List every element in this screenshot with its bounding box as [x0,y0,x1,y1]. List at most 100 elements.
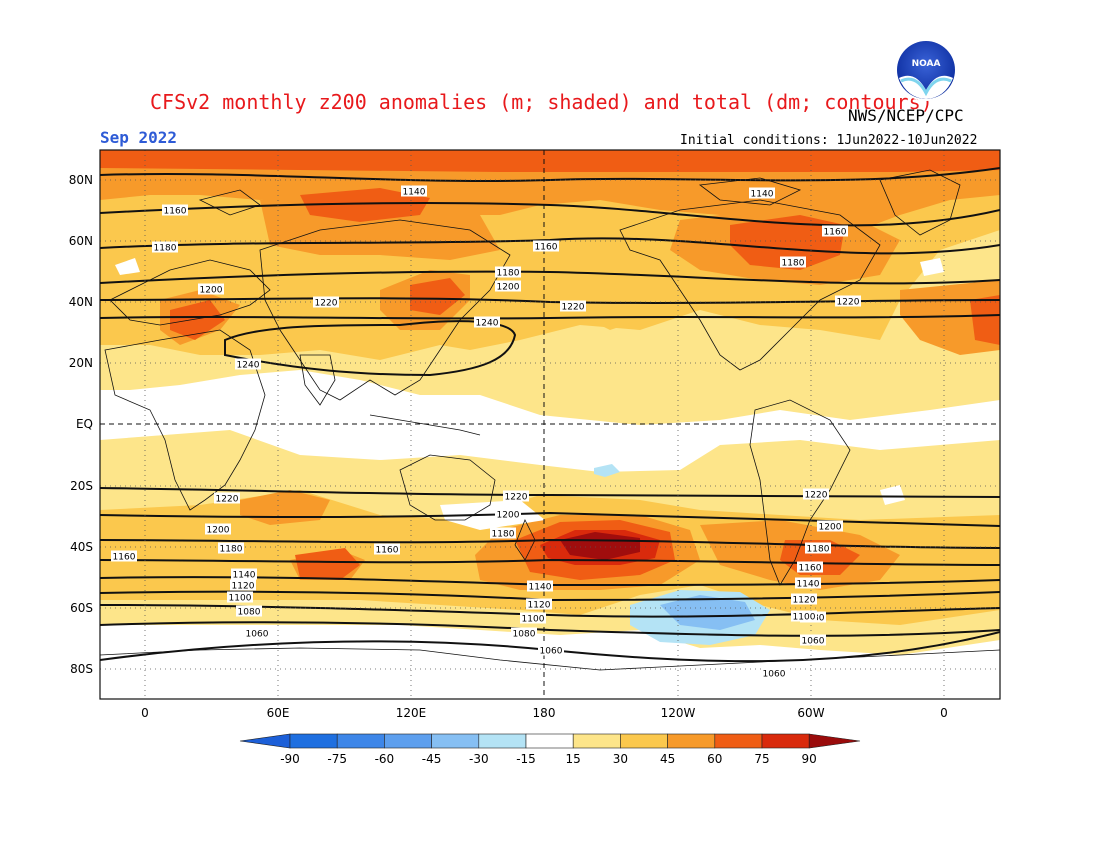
map-panel [100,150,1000,699]
lon-label: 120E [396,706,427,720]
contour-label: 1180 [497,269,520,279]
lat-label: 20S [70,479,93,493]
contour-label: 1140 [529,583,552,593]
contour-label-bg [205,523,231,535]
contour-label-bg [533,240,559,252]
logo-text: NOAA [912,59,941,69]
contour-label: 1160 [824,228,847,238]
colorbar-cap-low [239,733,291,749]
contour-label: 1220 [315,299,338,309]
contour-label-bg [780,256,806,268]
lat-label: 60N [69,234,93,248]
colorbar-swatch [572,733,621,749]
lon-label: 0 [940,706,948,720]
colorbar-swatch [761,733,810,749]
contour-label-bg [374,543,400,555]
contour-label: 1220 [505,493,528,503]
contour-label-bg [495,280,521,292]
contour-label-bg [313,296,339,308]
contour-label: 1220 [805,491,828,501]
contour-label-bg [214,492,240,504]
contour-label-bg [511,627,537,639]
contour-label-bg [538,644,564,656]
colorbar-swatch [384,733,432,749]
contour-label: 1060 [763,670,786,680]
contour-label: 1200 [819,523,842,533]
lon-label: 0 [141,706,149,720]
contour-label: 1200 [497,511,520,521]
colorbar-label: 75 [754,752,769,766]
lat-label: EQ [76,417,93,431]
contour-label: 1100 [793,613,816,623]
colorbar-label: -30 [469,752,489,766]
contour-label: 1140 [797,580,820,590]
contour-label: 1120 [528,601,551,611]
contour-label: 1180 [782,259,805,269]
contour-label: 1160 [376,546,399,556]
colorbar-label: 90 [802,752,817,766]
contour-label-bg [526,598,552,610]
colorbar-label: 15 [566,752,581,766]
month-label: Sep 2022 [100,128,177,147]
lat-label: 40S [70,540,93,554]
colorbar-label: -75 [327,752,347,766]
contour-label: 1100 [522,615,545,625]
contour-label-bg [803,488,829,500]
contour-labels: 1060106010601060108010801080110011001100… [111,185,861,680]
contour-label-bg [761,667,787,679]
latitude-labels: 80N 60N 40N 20N EQ 20S 40S 60S 80S [69,173,93,676]
lon-label: 60W [797,706,824,720]
contour-label: 1140 [403,188,426,198]
initial-conditions: Initial conditions: 1Jun2022-10Jun2022 [680,133,977,148]
contour-label-bg [495,508,521,520]
contour-label-bg [749,187,775,199]
contour-label-bg [111,550,137,562]
contour-label-bg [800,634,826,646]
agency-label: NWS/NCEP/CPC [848,106,964,125]
contour-label: 1160 [164,207,187,217]
contour-label-bg [231,568,257,580]
lat-label: 40N [69,295,93,309]
contour-label: 1120 [793,596,816,606]
contour-label-bg [835,295,861,307]
colorbar-label: -60 [375,752,395,766]
contour-label-bg [401,185,427,197]
colorbar-cap-high [808,733,861,749]
lat-label: 80S [70,662,93,676]
contour-label: 1120 [232,582,255,592]
contour-label: 1180 [807,545,830,555]
colorbar-swatch [431,733,480,749]
colorbar: -90 -75 -60 -45 -30 -15 15 30 45 60 75 90 [239,733,861,766]
longitude-labels: 0 60E 120E 180 120W 60W 0 [141,706,948,720]
contour-label-bg [822,225,848,237]
colorbar-label: -45 [422,752,442,766]
contour-label: 1240 [476,319,499,329]
contour-label-bg [817,520,843,532]
lat-label: 20N [69,356,93,370]
map-frame [99,149,1001,700]
contour-label: 1240 [237,361,260,371]
contour-label-bg [520,612,546,624]
contour-label: 1160 [113,553,136,563]
colorbar-label: -15 [516,752,536,766]
contour-label-bg [791,593,817,605]
contour-label: 1220 [216,495,239,505]
contour-label-bg [474,316,500,328]
noaa-logo: NOAA [895,39,957,101]
contour-label-bg [244,627,270,639]
contour-label: 1160 [535,243,558,253]
contour-label: 1180 [220,545,243,555]
contour-label: 1220 [837,298,860,308]
contour-label-bg [490,527,516,539]
contour-label-bg [495,266,521,278]
contour-label: 1060 [246,630,269,640]
contour-label: 1100 [229,594,252,604]
lon-label: 60E [267,706,290,720]
contour-label-bg [236,605,262,617]
lat-label: 60S [70,601,93,615]
contour-label: 1200 [207,526,230,536]
contour-label: 1080 [513,630,536,640]
contour-label: 1200 [200,286,223,296]
contour-label: 1160 [799,564,822,574]
